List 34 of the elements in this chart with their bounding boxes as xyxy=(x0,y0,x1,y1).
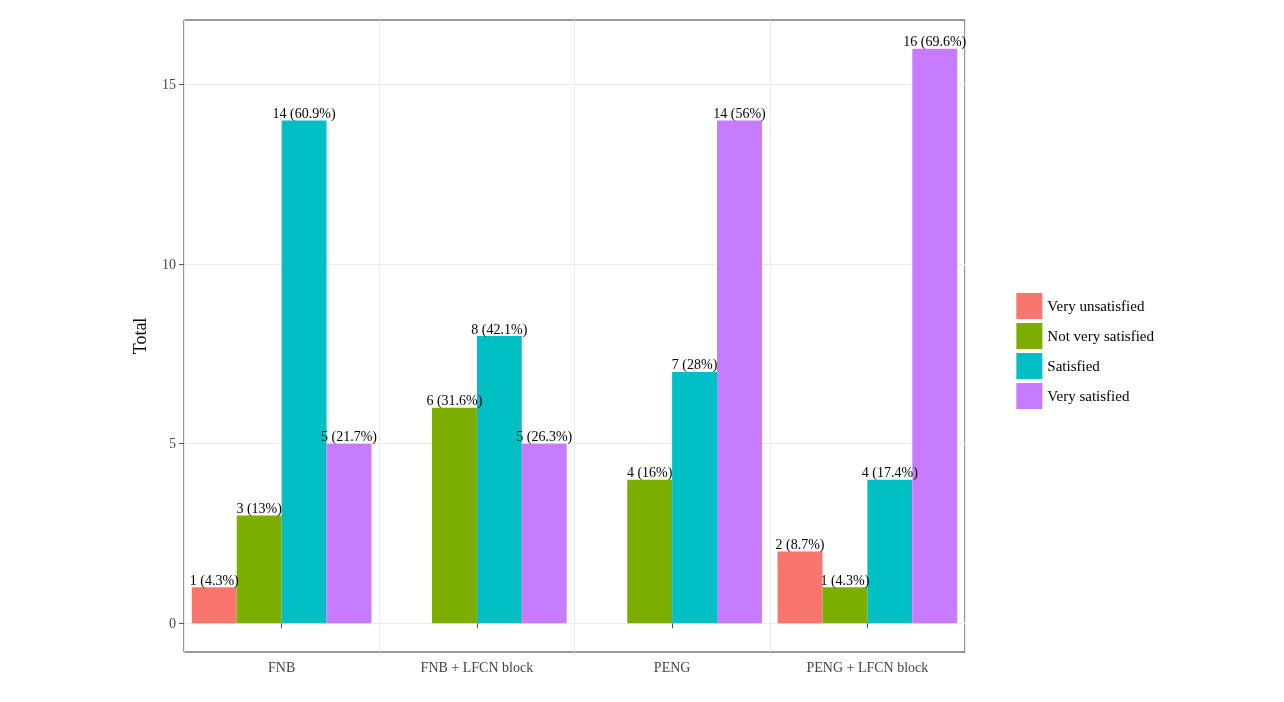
legend-label: Satisfied xyxy=(1047,358,1101,374)
bar xyxy=(431,407,477,624)
legend-label: Very unsatisfied xyxy=(1047,298,1145,314)
data-label: 14 (56%) xyxy=(713,106,767,123)
data-label: 3 (13%) xyxy=(236,501,283,518)
data-label: 4 (16%) xyxy=(626,465,673,482)
x-tick-label: PENG xyxy=(653,659,691,675)
legend-label: Not very satisfied xyxy=(1047,328,1155,344)
bar xyxy=(236,515,282,624)
bar xyxy=(867,479,913,624)
bar xyxy=(672,371,718,624)
bar xyxy=(777,551,823,624)
data-label: 7 (28%) xyxy=(671,357,718,374)
bar xyxy=(281,120,327,624)
legend-label: Very satisfied xyxy=(1047,388,1130,404)
x-tick-label: FNB xyxy=(268,659,296,675)
bar xyxy=(627,479,673,624)
bar xyxy=(521,443,567,624)
x-tick-label: FNB + LFCN block xyxy=(420,659,534,675)
y-axis-title: Total xyxy=(130,317,150,355)
data-label: 8 (42.1%) xyxy=(471,321,528,338)
bar xyxy=(822,587,868,624)
y-tick-label: 15 xyxy=(162,77,176,93)
data-label: 4 (17.4%) xyxy=(861,465,919,482)
y-tick-label: 0 xyxy=(169,615,176,631)
bar xyxy=(326,443,372,624)
data-label: 16 (69.6%) xyxy=(903,34,967,51)
bar xyxy=(191,587,237,624)
y-tick-label: 10 xyxy=(162,256,176,272)
bar xyxy=(717,120,762,624)
y-tick-label: 5 xyxy=(169,436,176,452)
data-label: 2 (8.7%) xyxy=(775,536,825,553)
x-tick-label: PENG + LFCN block xyxy=(806,659,929,675)
data-label: 14 (60.9%) xyxy=(272,106,336,123)
